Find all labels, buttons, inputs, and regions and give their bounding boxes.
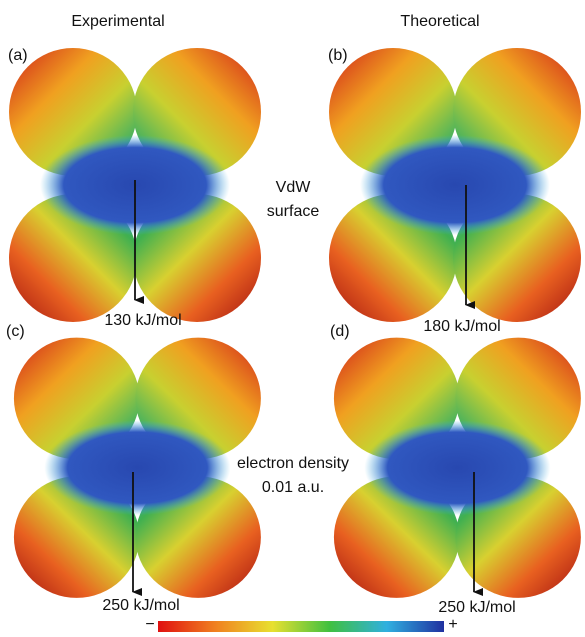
row-label: VdW <box>276 179 312 196</box>
panel-label: (c) <box>6 323 25 340</box>
row-label: surface <box>267 203 320 220</box>
row-label: electron density <box>237 455 349 472</box>
column-header: Experimental <box>71 13 164 30</box>
surface-b <box>329 48 581 322</box>
energy-label: 130 kJ/mol <box>104 312 181 329</box>
surface-d <box>334 338 581 598</box>
colorbar <box>158 621 444 632</box>
colorbar-min: − <box>145 616 154 632</box>
colorbar-max: + <box>448 616 457 632</box>
panel-label: (b) <box>328 47 348 64</box>
energy-label: 250 kJ/mol <box>438 599 515 616</box>
surface-c <box>14 338 261 598</box>
energy-label: 180 kJ/mol <box>423 318 500 335</box>
panel-label: (d) <box>330 323 350 340</box>
column-header: Theoretical <box>400 13 479 30</box>
figure: Experimental Theoretical (a) (b) (c) (d)… <box>0 0 585 632</box>
panel-label: (a) <box>8 47 28 64</box>
row-label: 0.01 a.u. <box>262 479 324 496</box>
energy-label: 250 kJ/mol <box>102 597 179 614</box>
